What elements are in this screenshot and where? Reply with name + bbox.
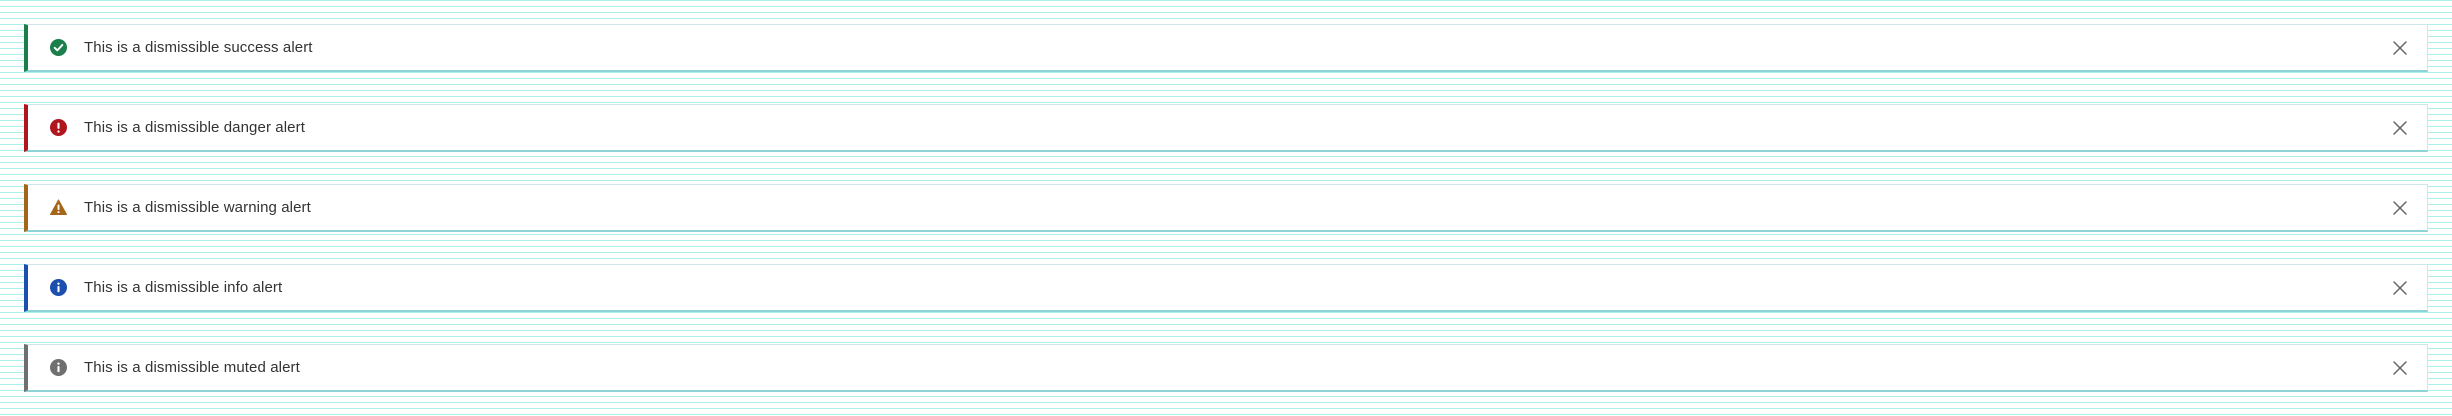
alert-info: This is a dismissible info alert	[24, 264, 2428, 312]
exclamation-circle-icon	[50, 119, 67, 136]
alert-message: This is a dismissible muted alert	[84, 359, 300, 376]
alert-message: This is a dismissible success alert	[84, 39, 313, 56]
close-icon[interactable]	[2386, 274, 2414, 302]
alert-message: This is a dismissible warning alert	[84, 199, 311, 216]
warning-triangle-icon	[50, 199, 67, 216]
close-icon[interactable]	[2386, 114, 2414, 142]
alert-warning: This is a dismissible warning alert	[24, 184, 2428, 232]
alert-success: This is a dismissible success alert	[24, 24, 2428, 72]
close-icon[interactable]	[2386, 34, 2414, 62]
alerts-list: This is a dismissible success alert This…	[24, 24, 2428, 392]
alert-message: This is a dismissible danger alert	[84, 119, 305, 136]
close-icon[interactable]	[2386, 354, 2414, 382]
check-circle-icon	[50, 39, 67, 56]
close-icon[interactable]	[2386, 194, 2414, 222]
alert-danger: This is a dismissible danger alert	[24, 104, 2428, 152]
alert-message: This is a dismissible info alert	[84, 279, 283, 296]
info-circle-icon	[50, 279, 67, 296]
alert-muted: This is a dismissible muted alert	[24, 344, 2428, 392]
info-circle-icon	[50, 359, 67, 376]
